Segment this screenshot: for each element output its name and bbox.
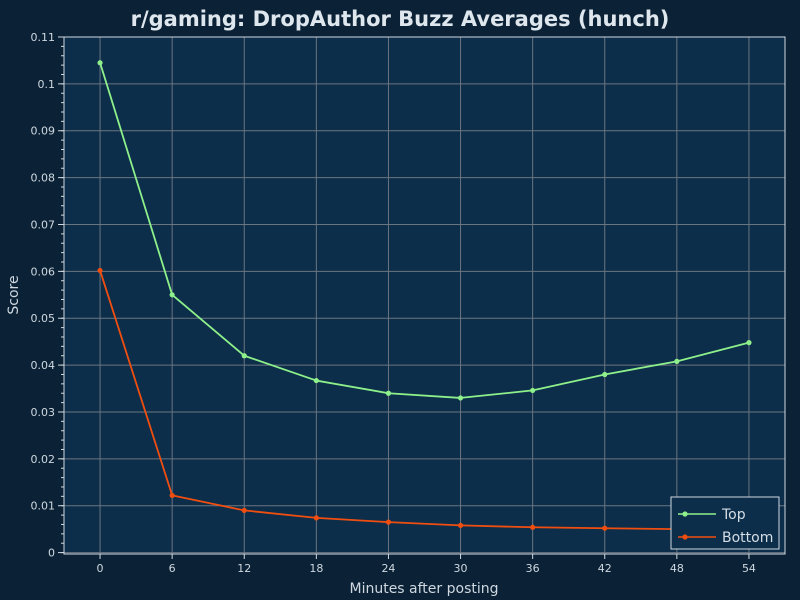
y-tick-label: 0 — [48, 547, 55, 560]
plot-area — [64, 37, 785, 554]
y-tick-label: 0.11 — [31, 31, 56, 44]
y-tick-label: 0.06 — [31, 265, 56, 278]
x-tick-label: 18 — [309, 562, 323, 575]
chart-title: r/gaming: DropAuthor Buzz Averages (hunc… — [131, 7, 670, 31]
x-tick-label: 36 — [526, 562, 540, 575]
data-point-top — [602, 371, 608, 378]
data-point-bottom — [530, 524, 536, 530]
data-point-top — [97, 60, 103, 66]
data-point-bottom — [97, 267, 103, 274]
series-line-bottom — [99, 270, 749, 531]
axes: 0 6 12 18 24 30 36 42 48 54 0 0.01 0.02 0.03 0.04 0.05 0… — [31, 31, 786, 575]
data-point-bottom — [385, 519, 392, 525]
data-point-top — [385, 390, 392, 396]
legend-bottom-label: Bottom — [722, 530, 773, 546]
x-tick-label: 54 — [742, 562, 756, 575]
x-axis-label: Minutes after posting — [349, 581, 498, 597]
data-point-top — [530, 387, 536, 394]
x-tick-label: 48 — [670, 562, 684, 575]
x-tick-label: 12 — [237, 562, 251, 575]
x-tick-label: 42 — [598, 562, 612, 575]
data-point-bottom — [169, 492, 175, 499]
legend-top-marker — [682, 511, 688, 517]
x-tick-label: 0 — [97, 562, 104, 575]
series-line-top — [99, 62, 750, 399]
data-point-top — [457, 395, 464, 401]
y-tick-label: 0.01 — [31, 500, 56, 513]
y-tick-label: 0.05 — [31, 312, 56, 325]
series-layer — [97, 60, 752, 533]
data-point-top — [674, 358, 680, 364]
x-tick-label: 30 — [454, 562, 468, 575]
y-tick-label: 0.03 — [31, 406, 56, 419]
y-tick-label: 0.07 — [31, 218, 56, 231]
data-point-top — [169, 292, 175, 298]
y-tick-label: 0.09 — [31, 125, 56, 138]
data-point-bottom — [602, 525, 608, 531]
legend: Top Bottom — [670, 496, 780, 550]
plot-frame — [63, 36, 786, 555]
x-tick-label: 24 — [381, 562, 395, 575]
y-tick-label: 0.08 — [31, 172, 56, 185]
x-tick-label: 6 — [169, 562, 176, 575]
legend-top-label: Top — [721, 507, 746, 523]
y-tick-label: 0.04 — [31, 359, 56, 372]
legend-bottom-marker — [682, 534, 688, 540]
data-point-top — [313, 377, 319, 384]
y-tick-label: 0.1 — [38, 78, 56, 91]
data-point-bottom — [457, 522, 464, 529]
grid-lines — [64, 36, 785, 554]
y-tick-label: 0.02 — [31, 453, 56, 466]
legend-box — [670, 496, 780, 550]
y-axis-label: Score — [6, 275, 22, 314]
data-point-bottom — [241, 507, 247, 514]
data-point-bottom — [313, 515, 319, 521]
data-point-top — [746, 340, 752, 346]
data-point-top — [241, 353, 247, 359]
